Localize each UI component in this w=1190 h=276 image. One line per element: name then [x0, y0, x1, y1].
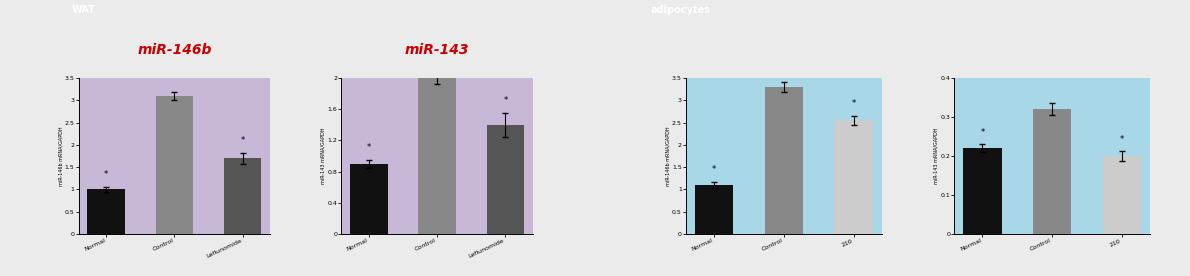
Bar [350, 164, 388, 234]
Y-axis label: miR-143 mRNA/GAPDH: miR-143 mRNA/GAPDH [934, 128, 939, 184]
Y-axis label: miR-146b mRNA/GAPDH: miR-146b mRNA/GAPDH [58, 126, 63, 186]
Text: *: * [1120, 134, 1125, 144]
Text: *: * [367, 143, 371, 152]
Text: *: * [852, 99, 856, 108]
Y-axis label: miR-146b mRNA/GAPDH: miR-146b mRNA/GAPDH [665, 126, 670, 186]
Text: *: * [503, 96, 507, 105]
Bar [419, 78, 456, 234]
Bar [1033, 109, 1071, 234]
Text: adipocytes: adipocytes [651, 5, 710, 15]
Bar [487, 125, 524, 234]
Text: miR-146b: miR-146b [137, 43, 212, 57]
Bar [834, 120, 872, 234]
Y-axis label: miR-143 mRNA/GAPDH: miR-143 mRNA/GAPDH [321, 128, 326, 184]
Text: WAT: WAT [73, 5, 96, 15]
Text: miR-143: miR-143 [405, 43, 469, 57]
Bar [695, 185, 733, 234]
Text: *: * [712, 165, 716, 174]
Text: *: * [104, 170, 108, 179]
Bar [963, 148, 1002, 234]
Bar [87, 189, 125, 234]
Bar [765, 87, 803, 234]
Text: *: * [981, 128, 984, 137]
Bar [1103, 156, 1141, 234]
Text: *: * [240, 136, 245, 145]
Bar [156, 96, 193, 234]
Bar [224, 158, 262, 234]
